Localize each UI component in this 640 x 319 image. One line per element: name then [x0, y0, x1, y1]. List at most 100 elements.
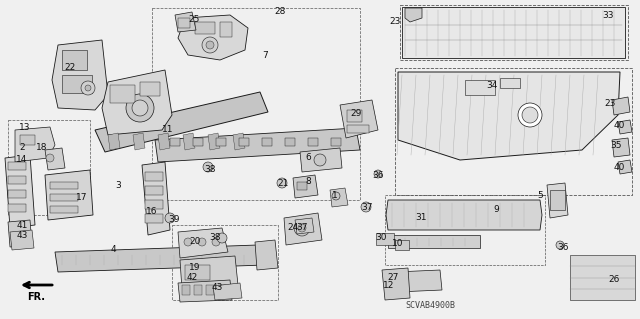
Polygon shape	[133, 133, 145, 150]
Polygon shape	[52, 40, 108, 110]
Text: 2: 2	[19, 144, 25, 152]
Text: 12: 12	[383, 280, 395, 290]
Circle shape	[165, 213, 175, 223]
Text: 41: 41	[16, 220, 28, 229]
Text: 10: 10	[392, 239, 404, 248]
Text: 7: 7	[262, 50, 268, 60]
Text: FR.: FR.	[27, 292, 45, 302]
Circle shape	[212, 238, 220, 246]
Polygon shape	[340, 100, 378, 138]
Polygon shape	[618, 120, 632, 134]
Polygon shape	[405, 8, 422, 22]
Polygon shape	[50, 194, 78, 201]
Text: 31: 31	[415, 213, 427, 222]
Polygon shape	[395, 270, 442, 292]
Text: 40: 40	[613, 164, 625, 173]
Polygon shape	[175, 12, 196, 32]
Circle shape	[206, 41, 214, 49]
Circle shape	[184, 238, 192, 246]
Text: 23: 23	[389, 18, 401, 26]
Text: 9: 9	[493, 205, 499, 214]
Polygon shape	[193, 138, 203, 146]
Polygon shape	[45, 148, 65, 170]
Polygon shape	[8, 204, 26, 212]
Text: 24: 24	[287, 222, 299, 232]
Polygon shape	[178, 228, 228, 258]
Polygon shape	[330, 188, 348, 207]
Circle shape	[126, 94, 154, 122]
Polygon shape	[50, 182, 78, 189]
Polygon shape	[110, 85, 135, 103]
Text: 17: 17	[76, 194, 88, 203]
Text: 21: 21	[277, 179, 289, 188]
Polygon shape	[62, 75, 92, 93]
Polygon shape	[178, 18, 190, 28]
Polygon shape	[142, 162, 170, 235]
Polygon shape	[8, 176, 26, 184]
Circle shape	[361, 202, 371, 212]
Polygon shape	[50, 206, 78, 213]
Polygon shape	[102, 70, 172, 135]
Polygon shape	[285, 138, 295, 146]
Text: 14: 14	[16, 155, 28, 165]
Polygon shape	[218, 285, 226, 295]
Text: 22: 22	[65, 63, 76, 72]
Polygon shape	[570, 255, 635, 300]
Polygon shape	[15, 127, 55, 162]
Polygon shape	[239, 138, 249, 146]
Circle shape	[81, 81, 95, 95]
Text: 42: 42	[186, 273, 198, 283]
Circle shape	[518, 103, 542, 127]
Text: 43: 43	[16, 231, 28, 240]
Polygon shape	[297, 182, 307, 190]
Text: 29: 29	[350, 108, 362, 117]
Circle shape	[294, 220, 310, 236]
Polygon shape	[233, 133, 245, 150]
Polygon shape	[195, 22, 215, 34]
Polygon shape	[185, 265, 210, 280]
Polygon shape	[376, 233, 394, 245]
Polygon shape	[500, 78, 520, 88]
Text: 13: 13	[19, 122, 31, 131]
Text: 37: 37	[361, 204, 372, 212]
Circle shape	[314, 154, 326, 166]
Text: 6: 6	[305, 153, 311, 162]
Polygon shape	[158, 133, 170, 150]
Text: 25: 25	[188, 16, 200, 25]
Circle shape	[198, 238, 206, 246]
Polygon shape	[8, 190, 26, 198]
Text: 27: 27	[387, 272, 399, 281]
Text: 35: 35	[611, 140, 621, 150]
Text: SCVAB4900B: SCVAB4900B	[405, 300, 455, 309]
Polygon shape	[386, 200, 542, 230]
Polygon shape	[347, 125, 369, 133]
Circle shape	[332, 192, 340, 200]
Circle shape	[46, 154, 54, 162]
Circle shape	[298, 224, 306, 232]
Polygon shape	[178, 15, 248, 60]
Text: 36: 36	[372, 170, 384, 180]
Polygon shape	[10, 230, 34, 250]
Circle shape	[277, 178, 287, 188]
Polygon shape	[402, 7, 625, 58]
Polygon shape	[262, 138, 272, 146]
Polygon shape	[398, 72, 620, 160]
Text: 34: 34	[486, 80, 498, 90]
Circle shape	[203, 162, 213, 172]
Polygon shape	[155, 128, 360, 162]
Polygon shape	[331, 138, 341, 146]
Circle shape	[85, 85, 91, 91]
Text: 28: 28	[275, 8, 285, 17]
Text: 1: 1	[332, 190, 338, 199]
Text: 38: 38	[209, 234, 221, 242]
Text: 37: 37	[296, 222, 308, 232]
Polygon shape	[145, 200, 163, 209]
Polygon shape	[108, 133, 120, 150]
Polygon shape	[216, 138, 226, 146]
Circle shape	[374, 170, 382, 178]
Polygon shape	[347, 110, 362, 122]
Polygon shape	[170, 138, 180, 146]
Text: 40: 40	[613, 121, 625, 130]
Polygon shape	[140, 82, 160, 96]
Polygon shape	[300, 148, 342, 172]
